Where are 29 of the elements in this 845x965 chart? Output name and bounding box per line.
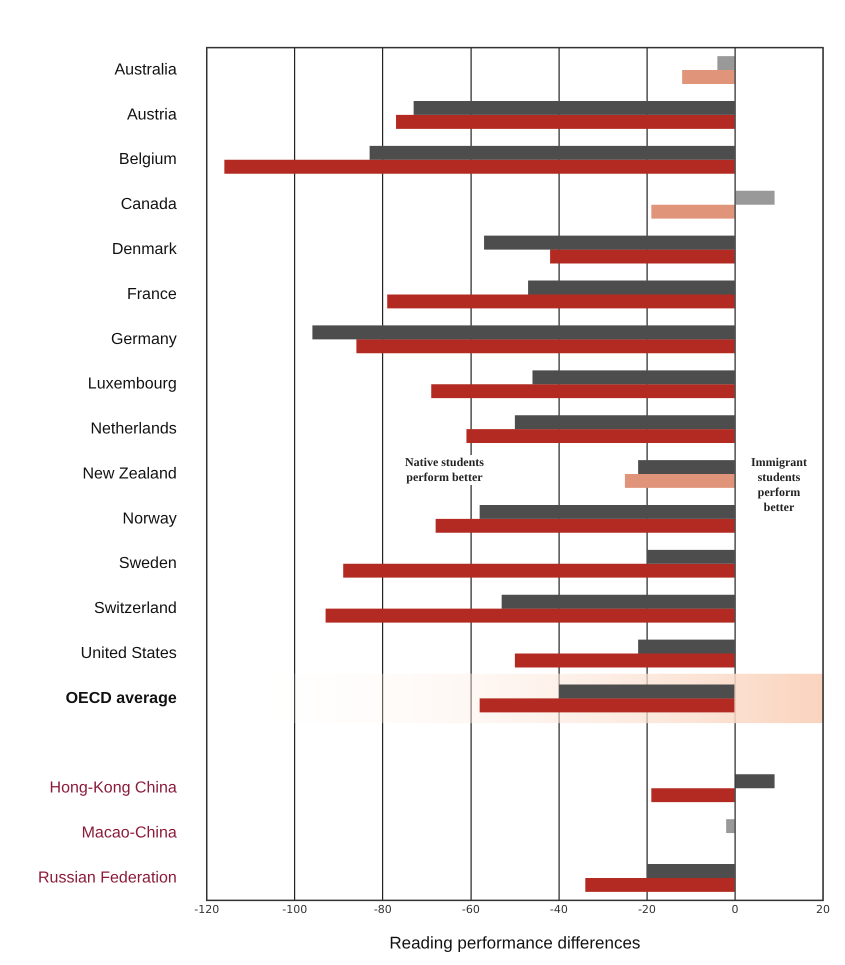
y-tick-label: Austria <box>126 106 177 124</box>
x-tick-label: -60 <box>462 902 480 916</box>
x-tick-label: -40 <box>550 902 568 916</box>
y-tick-label: Macao-China <box>82 824 177 842</box>
y-tick-label: Denmark <box>112 240 178 258</box>
y-tick-label: New Zealand <box>82 465 177 482</box>
annotation: Immigrant students perform better <box>750 455 807 514</box>
x-tick-label: -20 <box>638 902 656 916</box>
y-tick-label: Canada <box>120 196 177 214</box>
y-tick-label: Hong-Kong China <box>50 780 177 797</box>
y-tick-label: Netherlands <box>90 420 177 438</box>
y-tick-label: United States <box>80 644 177 662</box>
y-tick-label: France <box>126 286 177 303</box>
x-axis-title: Reading performance differences <box>389 933 640 952</box>
y-tick-label: Norway <box>122 510 177 528</box>
annotation: Native students perform better <box>404 455 484 484</box>
x-tick-label: -100 <box>282 902 308 916</box>
y-tick-label: Germany <box>110 330 177 348</box>
y-tick-label: OECD average <box>66 690 177 707</box>
x-tick-label: 20 <box>816 902 830 916</box>
y-tick-label: Switzerland <box>94 600 177 618</box>
y-tick-label: Australia <box>114 61 177 78</box>
y-tick-label: Russian Federation <box>38 869 177 886</box>
y-tick-label: Belgium <box>118 151 177 168</box>
y-tick-label: Sweden <box>118 555 177 572</box>
y-tick-label: Luxembourg <box>88 376 177 393</box>
x-tick-label: -120 <box>194 902 220 916</box>
x-tick-label: -80 <box>374 902 392 916</box>
x-tick-label: 0 <box>731 902 738 916</box>
